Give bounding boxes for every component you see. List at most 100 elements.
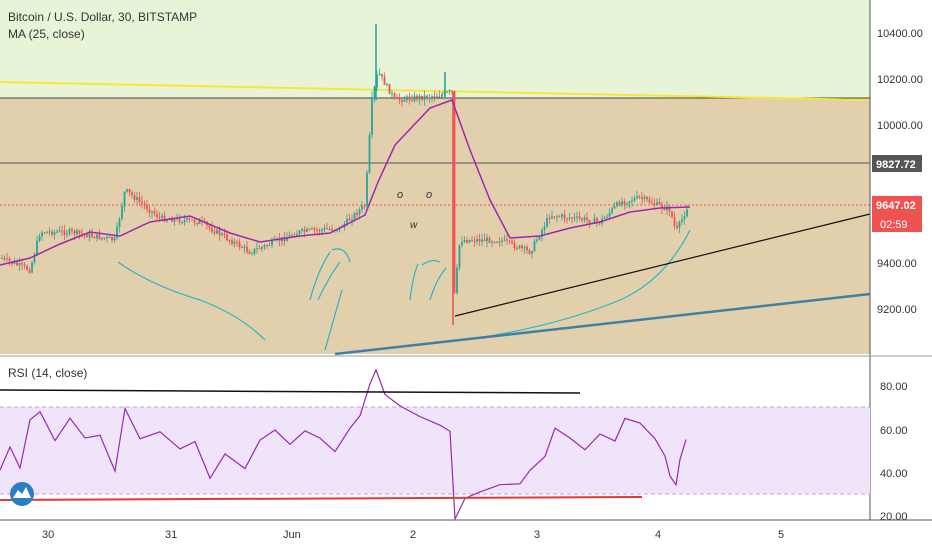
candle-body	[61, 230, 63, 232]
candle-body	[131, 192, 133, 196]
candle-body	[193, 220, 196, 223]
candle-body	[656, 201, 658, 205]
candle-body	[78, 230, 81, 234]
time-label-31: 31	[165, 529, 177, 541]
candle-body	[41, 232, 43, 237]
candle-body	[561, 214, 563, 217]
candle-body	[678, 221, 681, 228]
candle-body	[96, 234, 98, 239]
candle-body	[621, 201, 623, 206]
candle-body	[378, 73, 381, 76]
rsi-band	[0, 407, 870, 494]
candle-body	[518, 245, 521, 249]
candle-body	[496, 241, 498, 243]
candle-body	[376, 75, 378, 87]
candle-body	[106, 236, 108, 239]
price-axis[interactable]	[870, 0, 932, 520]
candle-body	[188, 218, 191, 220]
time-axis[interactable]	[0, 521, 932, 550]
candle-body	[81, 233, 83, 235]
candle-body	[153, 211, 156, 214]
rsi-tick-40: 40.00	[880, 468, 908, 480]
candle-body	[123, 191, 126, 207]
candle-body	[371, 97, 373, 136]
candle-body	[173, 218, 176, 222]
candle-body	[473, 240, 476, 242]
candle-body	[606, 216, 608, 218]
candle-body	[208, 225, 211, 228]
candle-body	[71, 229, 73, 231]
candle-body	[453, 91, 456, 294]
candle-body	[631, 200, 633, 202]
candle-body	[551, 216, 553, 219]
candle-body	[526, 246, 528, 250]
candle-body	[413, 95, 416, 101]
price-tick-10400: 10400.00	[877, 28, 923, 40]
candle-body	[521, 245, 523, 249]
candle-body	[186, 218, 188, 220]
candle-body	[238, 241, 241, 248]
candle-body	[243, 246, 246, 248]
candle-body	[658, 201, 661, 205]
candle-body	[546, 218, 548, 227]
candle-body	[503, 239, 506, 241]
candle-body	[636, 196, 638, 199]
candle-body	[103, 237, 106, 239]
price-tick-10000: 10000.00	[877, 120, 923, 132]
candle-body	[286, 237, 288, 242]
candle-body	[438, 96, 441, 98]
candle-body	[278, 238, 281, 242]
candle-body	[531, 251, 533, 255]
candle-body	[16, 262, 18, 266]
candle-body	[311, 228, 313, 230]
candle-body	[118, 218, 121, 228]
blue-trend-line	[334, 292, 871, 356]
candle-body	[368, 135, 371, 173]
candle-body	[463, 240, 466, 243]
candle-body	[143, 203, 146, 206]
rsi-tick-60: 60.00	[880, 425, 908, 437]
candle-body	[541, 229, 543, 237]
candle-body	[668, 206, 671, 212]
candle-body	[161, 215, 163, 218]
candle-body	[448, 90, 451, 92]
candle-body	[33, 254, 36, 263]
black-trend-line	[454, 213, 871, 317]
candle-body	[46, 231, 48, 233]
candle-body	[28, 269, 31, 273]
candle-body	[403, 99, 406, 102]
time-label-30: 30	[42, 529, 54, 541]
candle-body	[323, 228, 326, 230]
hand-drawings	[117, 229, 691, 351]
candle-body	[536, 239, 538, 242]
time-label-3: 3	[534, 529, 540, 541]
candle-body	[681, 219, 683, 222]
candle-body	[51, 231, 53, 235]
candle-body	[358, 209, 361, 215]
candle-body	[31, 262, 33, 273]
ma-indicator-label[interactable]: MA (25, close)	[8, 27, 85, 41]
candle-body	[476, 239, 478, 242]
candle-body	[523, 246, 526, 249]
candle-body	[91, 233, 93, 237]
candle-body	[583, 217, 586, 221]
candle-body	[431, 96, 433, 98]
candle-body	[241, 247, 243, 249]
candle-body	[398, 97, 401, 100]
candle-body	[356, 213, 358, 215]
candle-body	[53, 231, 56, 235]
candle-body	[261, 246, 263, 249]
candle-body	[508, 240, 511, 242]
candle-body	[86, 234, 88, 238]
candle-body	[326, 228, 328, 230]
candle-body	[56, 231, 58, 233]
tradingview-logo[interactable]	[10, 482, 34, 506]
candle-body	[166, 219, 168, 222]
candle-body	[578, 216, 581, 219]
candle-body	[121, 206, 123, 219]
rsi-indicator-label[interactable]: RSI (14, close)	[8, 366, 87, 380]
candle-body	[218, 229, 221, 236]
candle-body	[251, 253, 253, 255]
candle-body	[178, 218, 181, 223]
